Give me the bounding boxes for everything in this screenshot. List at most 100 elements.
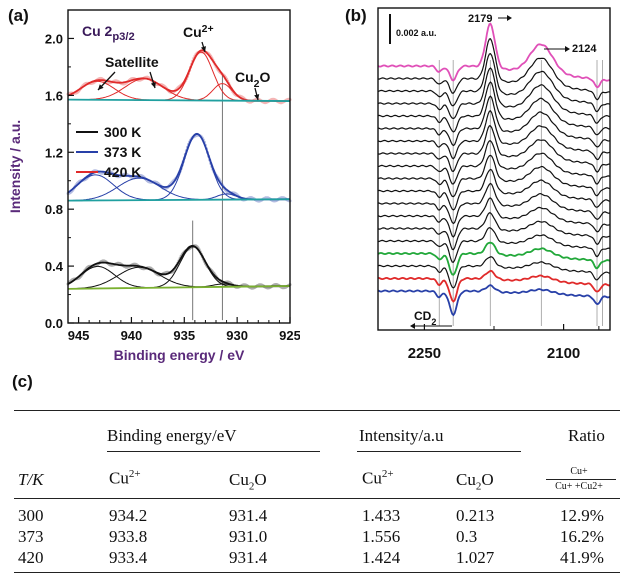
x-tick-label: 2100 [547, 345, 580, 362]
spectrum-line [377, 81, 611, 136]
annotation-cu2plus: Cu2+ [183, 23, 214, 40]
cell-t: 420 [18, 548, 44, 567]
x-tick-label: 935 [173, 328, 195, 343]
spectrum-line [377, 38, 611, 101]
header-cu2o-be: Cu2O [229, 470, 267, 493]
arrow-head [565, 46, 570, 52]
cell-int-cu2: 1.433 [362, 506, 401, 525]
header-ratio-fraction-bar [546, 479, 616, 480]
y-tick-label: 0.8 [45, 202, 63, 217]
background-line [67, 285, 291, 290]
chart-title: Cu 2p3/2 [82, 23, 135, 43]
x-tick-label: 930 [226, 328, 248, 343]
table-top-rule [14, 410, 620, 411]
background-line [67, 98, 291, 102]
header-binding-energy-rule [107, 451, 320, 452]
spectrum-line [377, 241, 611, 276]
cell-int-cu2: 1.556 [362, 527, 401, 546]
fit-envelope [67, 245, 290, 288]
fit-component-peak [68, 133, 290, 202]
fit-component-peak [67, 177, 290, 202]
spectrum-line [377, 227, 611, 263]
spectrum-line [377, 53, 611, 113]
cell-be-cu2: 933.4 [109, 548, 148, 567]
x-tick-label: 925 [279, 328, 300, 343]
cell-ratio: 16.2% [560, 527, 604, 546]
panel-label-b: (b) [345, 6, 367, 25]
header-ratio: Ratio [568, 426, 605, 445]
spectrum-line [377, 197, 611, 238]
x-tick-label: 2250 [408, 345, 441, 362]
header-intensity: Intensity/a.u [359, 426, 444, 445]
ir-chart: 0.002 a.u. 2250 2100 2179 2124 CD2 [377, 7, 611, 362]
plot-frame [377, 7, 611, 331]
x-axis-label: Binding energy / eV [114, 347, 245, 363]
y-tick-label: 0.4 [45, 259, 64, 274]
cell-be-cu2: 933.8 [109, 527, 148, 546]
header-cu2o-int: Cu2O [456, 470, 494, 493]
header-intensity-rule [357, 451, 521, 452]
spectrum-line [377, 269, 611, 303]
annotation-cd2: CD2 [414, 309, 436, 327]
legend-label: 300 K [104, 124, 141, 140]
cell-ratio: 12.9% [560, 506, 604, 525]
y-tick-label: 2.0 [45, 31, 63, 46]
annotation-2124: 2124 [572, 43, 597, 55]
series-blue [66, 132, 292, 203]
arrow-head [507, 15, 512, 21]
header-ratio-denominator: Cu+ +Cu2+ [555, 481, 603, 492]
legend-label: 373 K [104, 144, 141, 160]
header-t-text: T/K [18, 470, 44, 489]
spectrum-line [377, 256, 611, 289]
x-tick-label: 940 [121, 328, 143, 343]
spectrum-line [377, 168, 611, 211]
header-t: T/K [18, 470, 44, 490]
legend: 300 K 373 K 420 K [76, 124, 141, 180]
fit-component-peak [67, 246, 290, 290]
y-tick-label: 1.2 [45, 145, 63, 160]
panel-label-c: (c) [12, 372, 33, 391]
cell-be-cu2o: 931.4 [229, 506, 268, 525]
header-ratio-numerator: Cu+ [570, 466, 588, 477]
spectrum-line [377, 154, 611, 198]
arrow-head [98, 84, 104, 90]
fit-envelope [67, 132, 290, 201]
arrow-head [150, 82, 156, 88]
data-points [66, 133, 292, 203]
spectrum-line [377, 182, 611, 225]
annotation-satellite: Satellite [105, 54, 159, 70]
x-tick-label: 945 [68, 328, 90, 343]
annotation-2179: 2179 [468, 13, 492, 25]
y-tick-label: 0.0 [45, 316, 63, 331]
plot-frame [67, 9, 291, 324]
legend-label: 420 K [104, 164, 141, 180]
y-axis-label: Intensity / a.u. [7, 120, 23, 213]
series-black [66, 244, 292, 290]
spectrum-line [377, 110, 611, 161]
xps-chart: 945 940 935 930 925 0.0 0.4 0.8 1.2 1.6 2.0 Binding… [7, 9, 300, 363]
series-red [66, 49, 292, 105]
header-binding-energy: Binding energy/eV [107, 426, 237, 445]
cell-be-cu2: 934.2 [109, 506, 148, 525]
arrow-head [200, 46, 206, 52]
spectrum-line [377, 140, 611, 185]
background-line [67, 198, 291, 202]
table-header-rule [14, 498, 620, 499]
y-tick-label: 1.6 [45, 88, 63, 103]
cell-be-cu2o: 931.0 [229, 527, 268, 546]
cell-int-cu2o: 1.027 [456, 548, 495, 567]
header-cu2-int: Cu2+ [362, 468, 394, 488]
spectrum-line [377, 212, 611, 251]
spectrum-line [377, 67, 611, 124]
cell-t: 373 [18, 527, 44, 546]
annotation-cu2o: Cu2O [235, 69, 271, 90]
arrow-head [410, 323, 415, 329]
cell-ratio: 41.9% [560, 548, 604, 567]
header-cu2-be: Cu2+ [109, 468, 141, 488]
panel-label-a: (a) [8, 6, 29, 25]
cell-int-cu2o: 0.213 [456, 506, 495, 525]
spectrum-line [377, 125, 611, 173]
spectrum-line [377, 22, 611, 89]
scale-bar-label: 0.002 a.u. [396, 28, 437, 38]
arrow-head [254, 94, 260, 100]
